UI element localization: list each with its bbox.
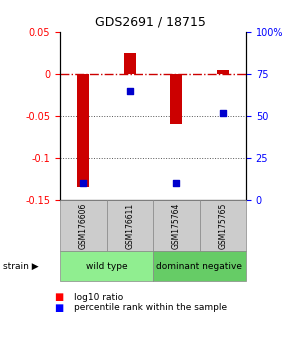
- Text: GSM175764: GSM175764: [172, 202, 181, 249]
- Point: [128, 88, 132, 93]
- Text: GSM176611: GSM176611: [125, 202, 134, 249]
- Text: GSM175765: GSM175765: [218, 202, 227, 249]
- Bar: [170, 74, 182, 124]
- Text: GDS2691 / 18715: GDS2691 / 18715: [94, 16, 206, 29]
- Text: percentile rank within the sample: percentile rank within the sample: [74, 303, 226, 313]
- Point: [174, 181, 179, 186]
- Text: ■: ■: [54, 303, 63, 313]
- Text: GSM176606: GSM176606: [79, 202, 88, 249]
- Point: [81, 181, 86, 186]
- Text: strain ▶: strain ▶: [3, 262, 39, 271]
- Bar: [77, 74, 89, 187]
- Text: log10 ratio: log10 ratio: [74, 293, 123, 302]
- Text: ■: ■: [54, 292, 63, 302]
- Bar: [124, 53, 136, 74]
- Text: wild type: wild type: [86, 262, 127, 271]
- Text: dominant negative: dominant negative: [157, 262, 242, 271]
- Point: [220, 110, 225, 115]
- Bar: [217, 70, 229, 74]
